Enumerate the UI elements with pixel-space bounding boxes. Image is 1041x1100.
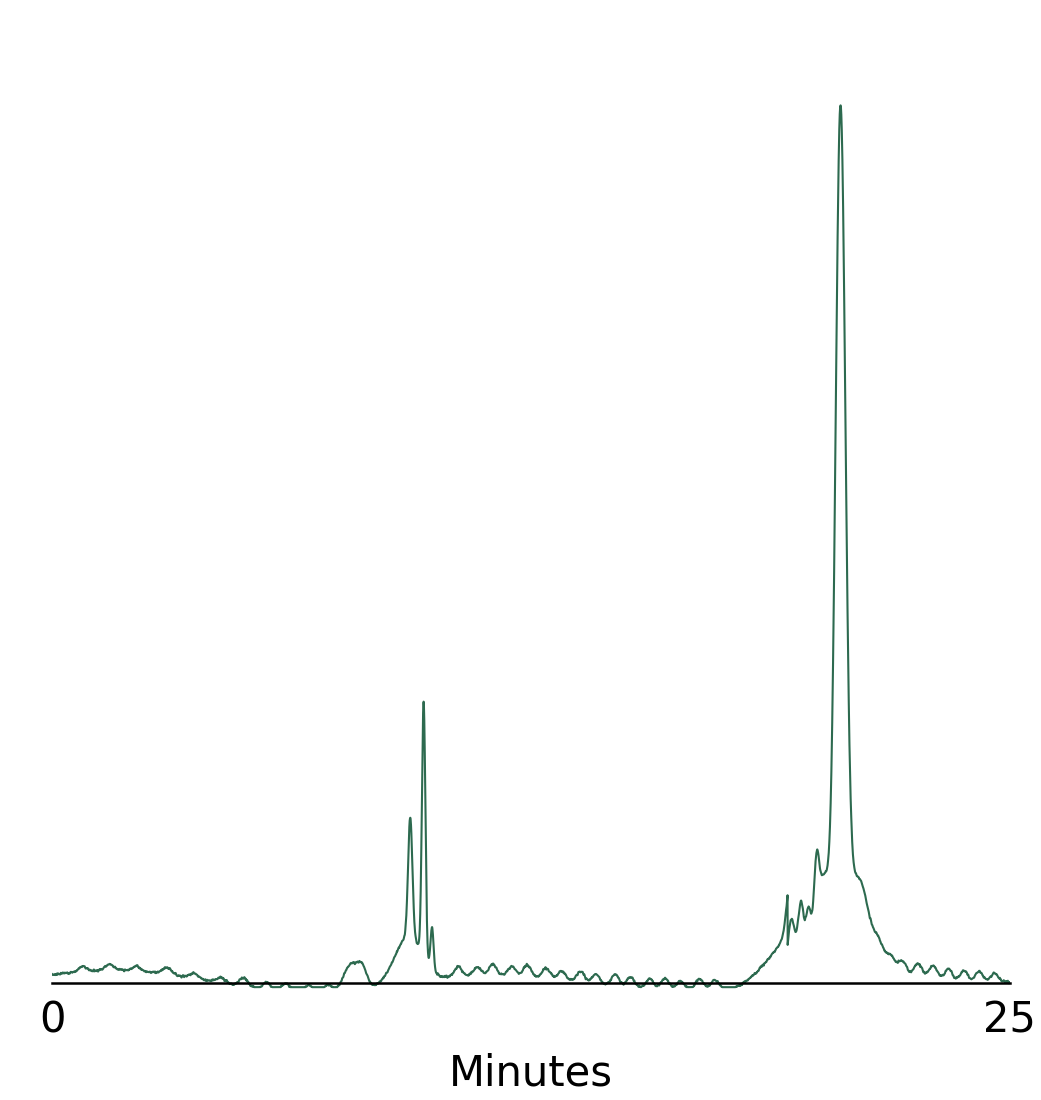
X-axis label: Minutes: Minutes	[449, 1053, 613, 1094]
